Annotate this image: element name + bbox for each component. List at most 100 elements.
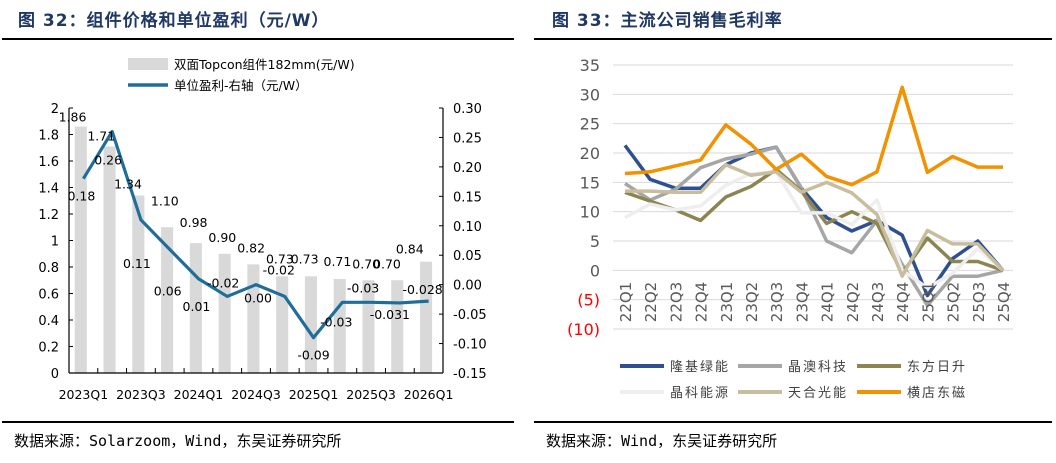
y-tick-label: 35 [580, 56, 600, 75]
x-tick-label: 2025Q1 [289, 387, 339, 402]
y-tick-label: 15 [580, 173, 600, 192]
price-bar [132, 195, 145, 373]
left-source-note: 数据来源：Solarzoom，Wind，东吴证券研究所 [14, 432, 342, 450]
y-tick-label: 30 [580, 85, 600, 104]
line-data-label: -0.02 [263, 262, 295, 277]
y-tick-label: 0 [590, 261, 600, 280]
left-chart-title: 图 32：组件价格和单位盈利（元/W） [18, 11, 330, 31]
right-source-divider [534, 421, 1052, 423]
left-y-tick-label: 0.8 [38, 261, 59, 276]
price-bar [189, 243, 202, 373]
price-bar [74, 126, 87, 373]
left-y-tick-label: 0.2 [38, 341, 59, 356]
margin-line-3 [624, 167, 1004, 276]
bar-data-label: 1.71 [87, 128, 115, 143]
x-tick-label: 22Q2 [642, 282, 660, 322]
bar-data-label: 0.70 [373, 256, 401, 271]
right-y-tick-label: 0.00 [453, 279, 482, 294]
line-data-label: 0.11 [123, 256, 151, 271]
right-chart-title: 图 33：主流公司销售毛利率 [552, 11, 783, 31]
left-y-tick-label: 0.6 [38, 288, 59, 303]
x-tick-label: 22Q3 [667, 282, 685, 322]
margin-line-6 [624, 85, 1003, 187]
price-bar [419, 261, 433, 373]
price-bar [247, 264, 260, 373]
x-tick-label: 2026Q1 [404, 387, 454, 402]
line-data-label: -0.03 [320, 314, 352, 329]
x-tick-label: 25Q1 [919, 282, 937, 322]
bar-data-label: 0.84 [396, 242, 424, 257]
left-y-tick-label: 0 [51, 367, 59, 382]
price-bar [218, 253, 231, 373]
y-tick-label: 20 [580, 144, 600, 163]
x-tick-label: 22Q4 [693, 282, 711, 322]
x-tick-label: 24Q2 [844, 282, 862, 322]
left-y-tick-label: 1.2 [38, 208, 59, 223]
legend-label: 晶澳科技 [788, 359, 848, 375]
bar-data-label: 1.86 [59, 110, 87, 125]
left-y-tick-label: 1 [51, 235, 59, 250]
x-tick-label: 2024Q3 [231, 387, 281, 402]
y-tick-label: (10) [567, 320, 600, 339]
x-tick-label: 24Q4 [894, 282, 912, 322]
x-tick-label: 23Q4 [793, 282, 811, 322]
right-y-tick-label: 0.20 [453, 161, 482, 176]
legend-label-price: 双面Topcon组件182mm(元/W) [174, 57, 355, 72]
price-bar [304, 276, 317, 373]
bar-data-label: 0.98 [180, 215, 208, 230]
line-data-label: 0.00 [244, 291, 272, 306]
legend-label: 东方日升 [907, 359, 967, 375]
x-tick-label: 2023Q1 [59, 387, 109, 402]
x-tick-label: 2024Q1 [174, 387, 224, 402]
x-tick-label: 2023Q3 [116, 387, 166, 402]
line-data-label: 0.01 [183, 299, 211, 314]
legend-label: 横店东磁 [907, 386, 967, 401]
right-y-tick-label: -0.15 [453, 367, 487, 382]
unit-profit-price-chart: 0 0.2 0.4 0.6 0.8 1 1.2 1.4 1.6 1.8 2 -0.15 -0.10 -0.… [38, 57, 487, 402]
left-source-divider [2, 421, 514, 423]
margin-line-4 [624, 170, 1005, 290]
bar-data-label: 0.90 [208, 230, 236, 245]
line-data-label: 0.06 [154, 283, 182, 298]
bar-data-label: 0.73 [291, 251, 319, 266]
legend-label-profit: 单位盈利-右轴（元/W） [174, 78, 308, 93]
x-tick-label: 2025Q3 [346, 387, 396, 402]
x-tick-label: 25Q3 [970, 282, 988, 322]
left-title-divider [2, 38, 514, 40]
right-y-tick-label: -0.10 [453, 338, 487, 353]
line-data-label: -0.02 [207, 275, 239, 290]
right-y-tick-label: 0.10 [453, 220, 482, 235]
line-data-label: -0.028 [402, 282, 442, 297]
bar-data-label: 0.82 [237, 240, 265, 255]
margin-line-5 [625, 162, 1005, 278]
x-tick-label: 22Q1 [617, 282, 635, 322]
x-tick-label: 23Q1 [718, 282, 736, 322]
bar-data-label: 1.34 [114, 176, 142, 191]
left-y-tick-label: 1.4 [38, 182, 59, 197]
line-data-label: -0.031 [370, 307, 410, 322]
legend-label: 晶科能源 [670, 386, 730, 401]
x-tick-label: 24Q1 [819, 282, 837, 322]
right-title-divider [534, 38, 1052, 40]
line-data-label: 0.26 [94, 153, 122, 168]
left-y-tick-label: 2 [51, 102, 59, 117]
line-data-label: -0.03 [347, 280, 379, 295]
margin-line-1 [623, 144, 1005, 298]
y-tick-label: 10 [580, 203, 600, 222]
bar-data-label: 0.71 [324, 254, 352, 269]
gross-margin-chart: (10) (5) 0 5 10 15 20 25 30 35 22Q1 22Q2 22Q3 22Q4 23Q… [567, 56, 1013, 401]
right-y-tick-label: -0.05 [453, 308, 487, 323]
right-y-tick-label: 0.25 [453, 131, 482, 146]
bar-data-label: 0.73 [266, 251, 294, 266]
left-y-tick-label: 1.8 [38, 129, 59, 144]
bar-data-label: 0.70 [352, 256, 380, 271]
legend-swatch-price-bar [128, 58, 168, 70]
line-data-label: -0.09 [297, 348, 329, 363]
x-tick-label: 23Q2 [743, 282, 761, 322]
left-y-tick-label: 0.4 [38, 314, 59, 329]
y-tick-label: 25 [580, 115, 600, 134]
bar-data-label: 1.10 [151, 193, 179, 208]
x-tick-label: 24Q3 [869, 282, 887, 322]
legend-label: 隆基绿能 [670, 360, 730, 375]
